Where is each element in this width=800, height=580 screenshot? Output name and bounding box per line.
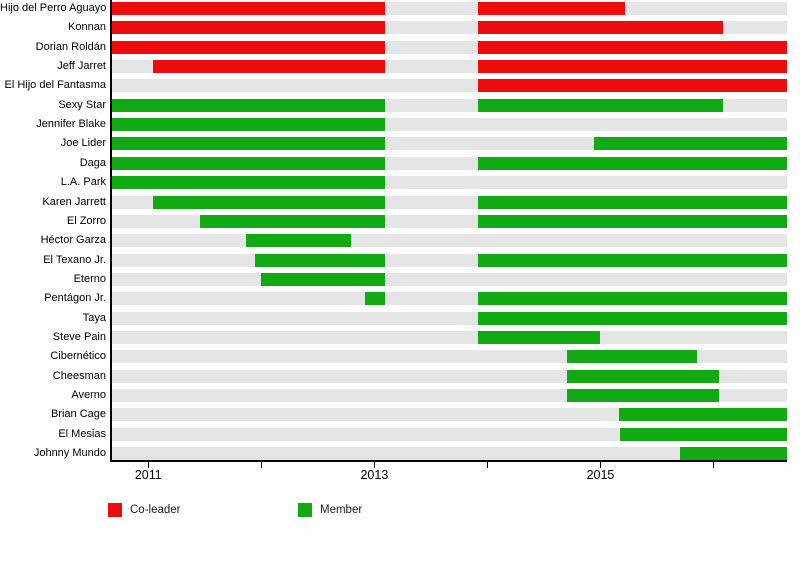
timeline-row-track <box>111 369 787 383</box>
co-leader-bar-segment <box>111 40 385 54</box>
timeline-row-track <box>111 98 787 112</box>
co-leader-bar-segment <box>111 2 385 15</box>
member-bar-segment <box>478 292 787 306</box>
y-axis-line <box>110 0 112 461</box>
timeline-row-track <box>111 408 787 422</box>
timeline-row-track <box>111 214 787 228</box>
row-label: Jeff Jarret <box>57 60 106 73</box>
member-bar-segment <box>566 350 697 364</box>
member-bar-segment <box>478 311 787 325</box>
row-label: Pentágon Jr. <box>44 292 106 305</box>
member-bar-segment <box>566 389 720 402</box>
member-bar-segment <box>478 156 787 170</box>
row-label: Johnny Mundo <box>33 447 106 460</box>
x-axis-tick <box>373 461 376 468</box>
member-bar-segment <box>679 447 787 461</box>
row-label: Joe Lider <box>60 137 106 150</box>
row-label: Konnan <box>68 21 106 34</box>
member-bar-segment <box>619 427 787 441</box>
member-bar-segment <box>111 156 385 170</box>
legend-label-member: Member <box>320 504 363 516</box>
timeline-row-track <box>111 330 787 344</box>
row-label: Taya <box>82 311 106 324</box>
timeline-row-track <box>111 118 787 132</box>
member-bar-segment <box>593 137 787 151</box>
timeline-row-track <box>111 272 787 286</box>
timeline-row-track <box>111 79 787 93</box>
timeline-row-track <box>111 137 787 151</box>
row-label: El Texano Jr. <box>43 253 106 266</box>
row-label: El Zorro <box>66 214 106 227</box>
member-color-swatch <box>298 503 312 517</box>
timeline-row-track <box>111 427 787 441</box>
timeline-row-track <box>111 253 787 267</box>
row-label: Hijo del Perro Aguayo <box>0 2 107 14</box>
member-bar-segment <box>152 195 385 209</box>
x-axis-tick <box>712 461 715 468</box>
member-bar-segment <box>111 98 385 112</box>
member-bar-segment <box>478 195 787 209</box>
timeline-row-track <box>111 195 787 209</box>
co-leader-bar-segment <box>478 79 787 93</box>
timeline-row-track <box>111 2 787 15</box>
timeline-row-track <box>111 350 787 364</box>
member-bar-segment <box>111 176 385 190</box>
timeline-row-track <box>111 389 787 402</box>
row-label: Steve Pain <box>52 330 106 343</box>
x-axis-tick-label: 2015 <box>586 468 615 482</box>
row-label: Sexy Star <box>58 98 106 111</box>
timeline-row-track <box>111 311 787 325</box>
member-bar-segment <box>261 272 385 286</box>
row-label: Héctor Garza <box>40 234 106 247</box>
timeline-row-track <box>111 60 787 74</box>
x-axis-tick <box>599 461 602 468</box>
timeline-row-track <box>111 447 787 461</box>
co-leader-bar-segment <box>111 21 385 35</box>
x-axis-tick-label: 2013 <box>360 468 389 482</box>
co-leader-bar-segment <box>478 40 787 54</box>
x-axis-tick <box>147 461 150 468</box>
row-label: El Hijo del Fantasma <box>4 79 107 92</box>
row-label: Daga <box>79 156 106 169</box>
co-leader-bar-segment <box>478 60 787 74</box>
member-bar-segment <box>245 234 351 248</box>
member-bar-segment <box>566 369 720 383</box>
x-axis-line <box>110 460 787 462</box>
timeline-row-track <box>111 40 787 54</box>
row-label: Cibernético <box>50 350 106 363</box>
co-leader-bar-segment <box>478 21 723 35</box>
row-label: Brian Cage <box>50 408 106 421</box>
row-label: Dorian Roldán <box>35 40 106 53</box>
member-bar-segment <box>478 253 787 267</box>
member-bar-segment <box>254 253 385 267</box>
row-label: Eterno <box>73 272 106 285</box>
row-label: Jennifer Blake <box>36 118 106 131</box>
member-bar-segment <box>618 408 787 422</box>
row-label: Cheesman <box>52 369 106 382</box>
x-axis-tick-label: 2011 <box>134 468 162 482</box>
member-bar-segment <box>478 98 723 112</box>
timeline-row-track <box>111 176 787 190</box>
timeline-row-track <box>111 292 787 306</box>
member-bar-segment <box>478 330 601 344</box>
member-bar-segment <box>365 292 385 306</box>
row-label: Karen Jarrett <box>42 195 106 208</box>
row-label: El Mesias <box>58 427 106 440</box>
co-leader-bar-segment <box>152 60 385 74</box>
member-bar-segment <box>111 118 385 132</box>
timeline-row-track <box>111 156 787 170</box>
x-axis-tick <box>486 461 489 468</box>
timeline-row-track <box>111 234 787 248</box>
row-label: L.A. Park <box>60 176 106 189</box>
member-bar-segment <box>111 137 385 151</box>
member-bar-segment <box>200 214 385 228</box>
co-leader-bar-segment <box>478 2 626 15</box>
row-label: Averno <box>71 389 106 401</box>
legend-label-co-leader: Co-leader <box>130 504 181 516</box>
x-axis-tick <box>260 461 263 468</box>
member-bar-segment <box>478 214 787 228</box>
co-leader-color-swatch <box>108 503 122 517</box>
timeline-row-track <box>111 21 787 35</box>
